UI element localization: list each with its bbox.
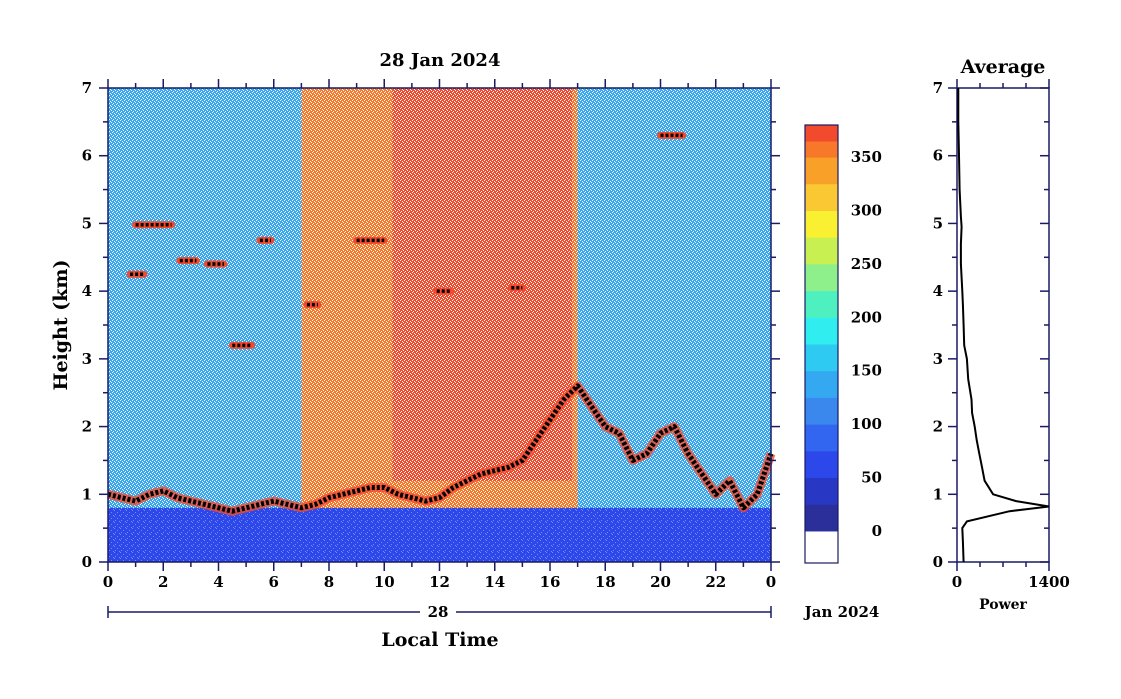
boundary-layer-echoes [106, 381, 776, 516]
avg-y-tick-label: 0 [933, 553, 943, 571]
avg-y-tick-label: 4 [933, 282, 943, 300]
heatmap-x-axis-label: Local Time [381, 629, 498, 651]
average-y-ticks: 0 1 2 3 4 5 6 7 [933, 79, 1049, 571]
x-tick-label: 22 [705, 573, 726, 591]
x-tick-label: 14 [484, 573, 505, 591]
date-bar-month: Jan 2024 [803, 603, 880, 621]
date-bar-day: 28 [428, 603, 449, 621]
colorbar-bin-9 [805, 290, 838, 318]
y-tick-label: 3 [82, 350, 92, 368]
y-tick-label: 7 [82, 79, 92, 97]
colorbar-bin-4 [805, 424, 838, 452]
average-power-line [957, 88, 1050, 563]
colorbar-bin-7 [805, 344, 838, 372]
colorbar-bin-11 [805, 237, 838, 265]
colorbar-bin-3 [805, 450, 838, 479]
colorbar-tick-label: 0 [872, 522, 882, 540]
colorbar-tick-label: 150 [851, 362, 882, 380]
y-tick-label: 2 [82, 418, 92, 436]
y-tick-label: 1 [82, 485, 92, 503]
average-title: Average [960, 56, 1046, 78]
x-tick-label: 10 [374, 573, 395, 591]
x-tick-label: 2 [158, 573, 168, 591]
y-tick-label: 6 [82, 147, 92, 165]
avg-y-tick-label: 3 [933, 350, 943, 368]
main-title: 28 Jan 2024 [380, 50, 501, 71]
date-bar: 28 [107, 603, 772, 621]
avg-y-tick-label: 2 [933, 418, 943, 436]
x-tick-label: 8 [324, 573, 334, 591]
avg-x-tick-label: 1400 [1028, 573, 1070, 591]
heatmap-x-ticks: 0 2 4 6 8 10 12 14 16 18 20 22 0 [103, 79, 776, 591]
y-tick-label: 5 [82, 214, 92, 232]
avg-y-tick-label: 5 [933, 214, 943, 232]
heatmap-noise-texture [108, 88, 771, 562]
average-x-axis-label: Power [979, 597, 1027, 613]
colorbar-ticks: 0 50 100 150 200 250 300 350 [851, 148, 882, 540]
avg-x-tick-label: 0 [952, 573, 962, 591]
average-x-ticks: 0 1400 [952, 79, 1070, 591]
x-tick-label: 18 [595, 573, 616, 591]
avg-y-tick-label: 6 [933, 147, 943, 165]
boundary-layer-top [107, 383, 774, 514]
colorbar-tick-label: 350 [851, 148, 882, 166]
colorbar-bin-1 [805, 504, 838, 532]
colorbar-bin-0 [805, 530, 838, 564]
colorbar-tick-label: 50 [861, 469, 882, 487]
colorbar-bin-6 [805, 370, 838, 398]
colorbar-bin-16 [805, 125, 838, 142]
y-tick-label: 4 [82, 282, 92, 300]
colorbar-bin-14 [805, 157, 838, 185]
colorbar-tick-label: 100 [851, 415, 882, 433]
heatmap-y-axis-label: Height (km) [50, 260, 72, 391]
heatmap-y-ticks: 0 1 2 3 4 5 6 7 [82, 79, 780, 571]
colorbar-tick-label: 300 [851, 201, 882, 219]
x-tick-label: 12 [429, 573, 450, 591]
colorbar [805, 125, 838, 564]
noise-overlay-upper [108, 88, 771, 508]
avg-y-tick-label: 1 [933, 485, 943, 503]
colorbar-bin-12 [805, 210, 838, 238]
colorbar-frame [804, 124, 839, 564]
noise-overlay-lower [108, 507, 771, 562]
colorbar-bin-5 [805, 397, 838, 425]
colorbar-bin-15 [805, 141, 838, 158]
x-tick-label: 20 [650, 573, 671, 591]
y-tick-label: 0 [82, 553, 92, 571]
colorbar-tick-label: 250 [851, 255, 882, 273]
colorbar-bin-10 [805, 263, 838, 292]
x-tick-label: 0 [766, 573, 776, 591]
cloud-layer-echoes [126, 131, 687, 349]
x-tick-label: 0 [103, 573, 113, 591]
colorbar-tick-label: 200 [851, 308, 882, 326]
colorbar-bin-13 [805, 183, 838, 211]
colorbar-bin-8 [805, 317, 838, 345]
x-tick-label: 6 [269, 573, 279, 591]
x-tick-label: 16 [540, 573, 561, 591]
average-frame [956, 87, 1050, 563]
avg-y-tick-label: 7 [933, 79, 943, 97]
x-tick-label: 4 [213, 573, 223, 591]
colorbar-bin-2 [805, 477, 838, 505]
